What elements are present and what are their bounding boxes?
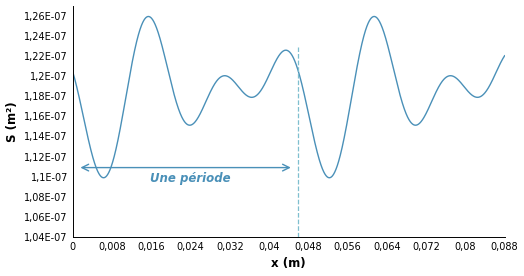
X-axis label: x (m): x (m) [271,258,306,270]
Text: Une période: Une période [150,172,231,185]
Y-axis label: S (m²): S (m²) [6,101,18,142]
